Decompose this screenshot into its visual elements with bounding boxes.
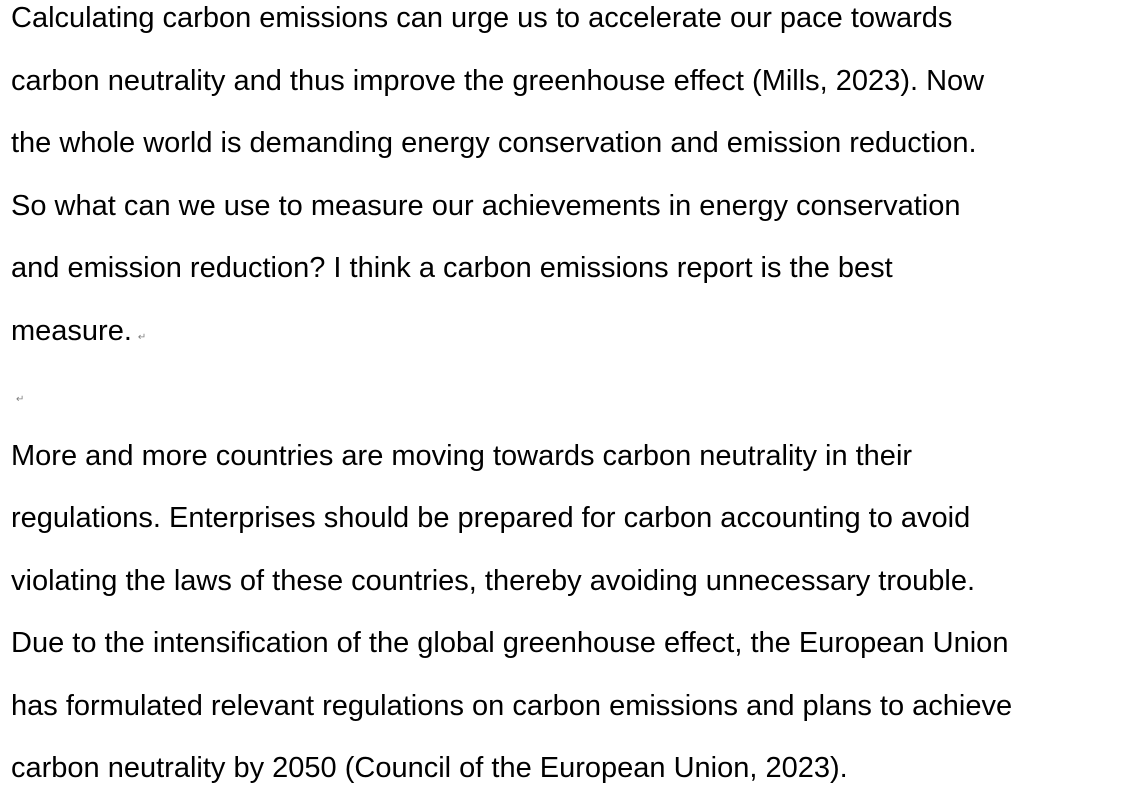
text-line: carbon neutrality by 2050 (Council of th… bbox=[11, 752, 848, 784]
text-line-last: measure. ↵ bbox=[11, 300, 1136, 363]
text-line: So what can we use to measure our achiev… bbox=[11, 189, 961, 222]
text-line: carbon neutrality and thus improve the g… bbox=[11, 64, 985, 97]
document-body[interactable]: Calculating carbon emissions can urge us… bbox=[11, 0, 1136, 800]
paragraph-1: Calculating carbon emissions can urge us… bbox=[11, 0, 1136, 362]
text-line: has formulated relevant regulations on c… bbox=[11, 689, 1013, 722]
text-line: and emission reduction? I think a carbon… bbox=[11, 252, 893, 284]
text-line: regulations. Enterprises should be prepa… bbox=[11, 502, 971, 534]
text-line: Calculating carbon emissions can urge us… bbox=[11, 2, 953, 34]
text-line: More and more countries are moving towar… bbox=[11, 439, 913, 472]
text-line: the whole world is demanding energy cons… bbox=[11, 127, 977, 159]
text-line: Due to the intensification of the global… bbox=[11, 627, 1009, 659]
paragraph-mark-icon: ↵ bbox=[16, 394, 25, 405]
text-line: violating the laws of these countries, t… bbox=[11, 564, 976, 597]
empty-line: ↵ bbox=[11, 362, 1136, 425]
paragraph-2-empty: ↵ bbox=[11, 362, 1136, 425]
paragraph-mark-icon: ↵ bbox=[137, 331, 147, 343]
paragraph-3: More and more countries are moving towar… bbox=[11, 425, 1136, 800]
text-line-content: measure. bbox=[11, 314, 132, 347]
